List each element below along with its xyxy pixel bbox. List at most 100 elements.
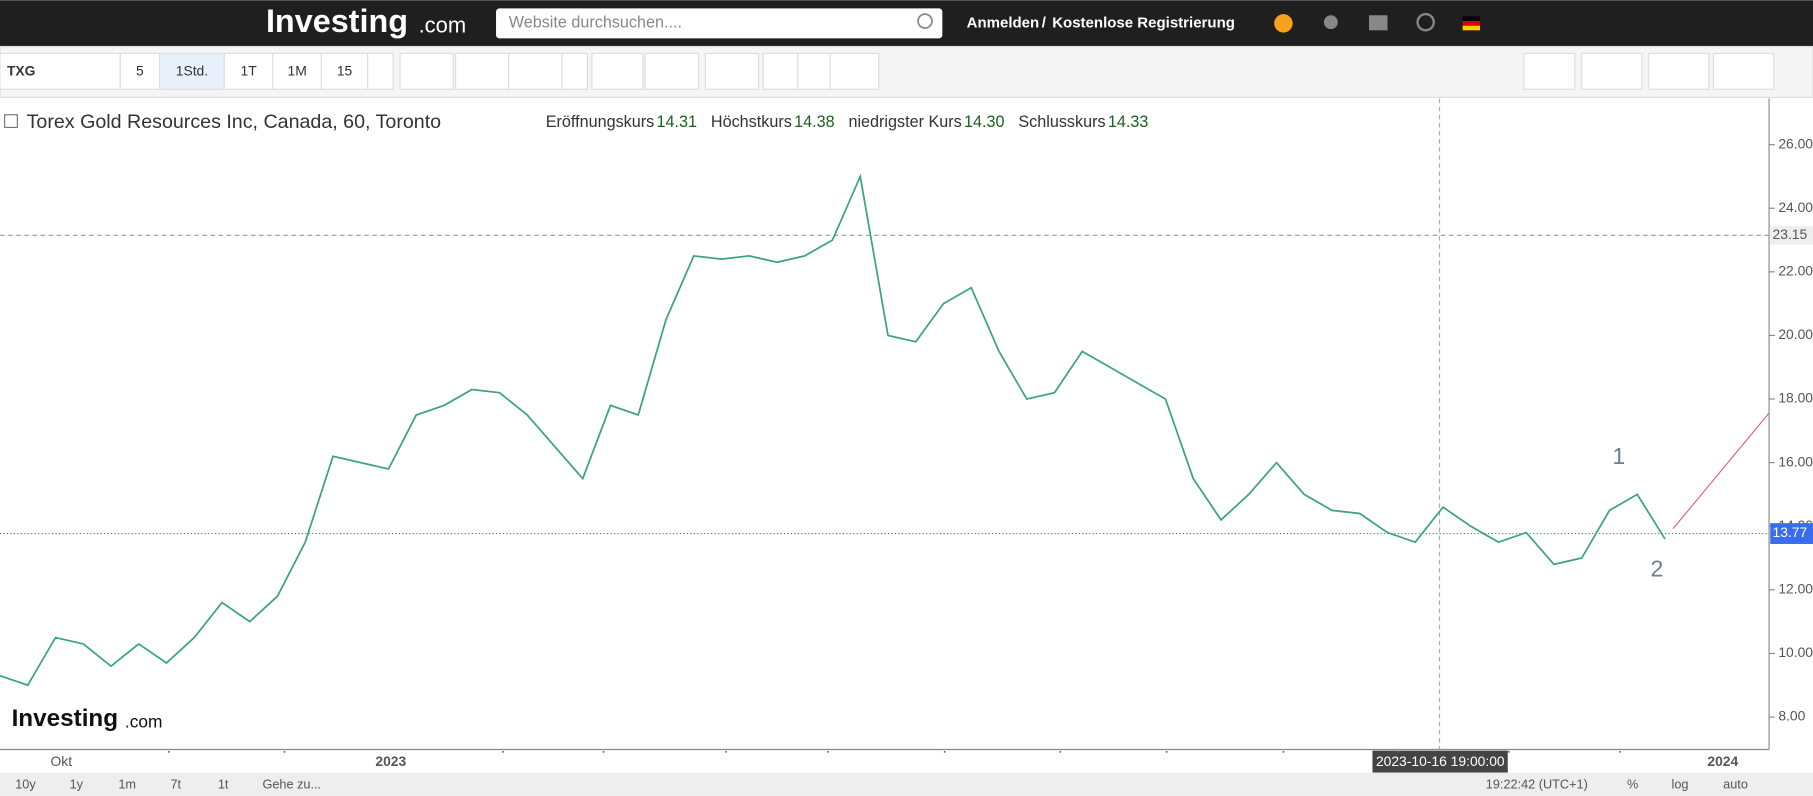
x-tick-dot: [1507, 750, 1510, 753]
percent-toggle[interactable]: %: [1627, 777, 1638, 792]
download-button[interactable]: [1648, 52, 1710, 90]
clock-icon[interactable]: [1416, 12, 1435, 32]
search-placeholder: Website durchsuchen....: [509, 14, 682, 32]
portfolio-icon[interactable]: [1369, 15, 1388, 31]
interval-label: 1Std.: [176, 63, 208, 79]
x-tick-dot: [1618, 750, 1621, 753]
log-toggle[interactable]: log: [1672, 777, 1689, 792]
register-link[interactable]: Kostenlose Registrierung: [1052, 14, 1235, 31]
ohlc-value: 14.33: [1108, 113, 1148, 131]
tool-button[interactable]: [644, 52, 699, 90]
flag-icon: [1462, 25, 1480, 31]
logo[interactable]: Investing: [266, 3, 408, 39]
x-tick-dot: [725, 750, 728, 753]
screenshot-button[interactable]: [1523, 52, 1576, 90]
crosshair-price: 23.15: [1773, 226, 1808, 242]
interval-label: 5: [136, 63, 144, 79]
range-button[interactable]: 7t: [170, 777, 181, 792]
range-button[interactable]: 1m: [118, 777, 136, 792]
x-tick-dot: [1282, 750, 1285, 753]
x-tick-label: 2023: [375, 753, 406, 769]
clock: 19:22:42 (UTC+1): [1486, 777, 1588, 792]
crosshair-price-box: [1770, 226, 1813, 245]
annotation: 1: [1612, 443, 1625, 469]
trend-line: [1672, 412, 1770, 530]
separator: /: [1042, 14, 1047, 31]
range-button[interactable]: 1y: [70, 777, 84, 792]
range-button[interactable]: 1t: [218, 777, 229, 792]
flag-icon[interactable]: [1462, 16, 1480, 22]
x-tick-dot: [602, 750, 605, 753]
y-tick-label: 8.00: [1778, 708, 1805, 724]
ohlc-label: Höchstkurs: [711, 113, 792, 131]
tool-button[interactable]: [367, 52, 394, 90]
ohlc-value: 14.38: [794, 113, 834, 131]
x-tick-label: 2024: [1707, 753, 1738, 769]
y-tick-label: 24.00: [1778, 199, 1813, 215]
interval-label: 1T: [241, 63, 258, 79]
x-tick-dot: [283, 750, 286, 753]
x-tick-dot: [943, 750, 946, 753]
interval-button[interactable]: [320, 52, 369, 90]
ohlc-label: Schlusskurs: [1018, 113, 1105, 131]
watermark: Investing: [12, 705, 119, 732]
y-tick-label: 16.00: [1778, 453, 1813, 469]
tool-button[interactable]: [508, 52, 563, 90]
chart-title: Torex Gold Resources Inc, Canada, 60, To…: [27, 111, 442, 133]
tool-button[interactable]: [797, 52, 834, 90]
color-button[interactable]: [1581, 52, 1643, 90]
tool-button[interactable]: [704, 52, 760, 90]
annotation: 2: [1650, 555, 1663, 581]
tool-button[interactable]: [561, 52, 588, 90]
x-tick-dot: [1059, 750, 1062, 753]
symbol: TXG: [7, 63, 36, 79]
watermark-suffix: .com: [125, 711, 163, 731]
tool-button[interactable]: [399, 52, 454, 90]
price-label: 13.77: [1773, 524, 1808, 540]
x-tick-dot: [826, 750, 829, 753]
x-tick-label: Okt: [51, 753, 73, 769]
ohlc-label: niedrigster Kurs: [848, 113, 961, 131]
tool-button[interactable]: [591, 52, 644, 90]
range-button[interactable]: 10y: [15, 777, 36, 792]
price-box: [1770, 523, 1813, 544]
interval-button[interactable]: [272, 52, 323, 90]
interval-label: 15: [337, 63, 353, 79]
interval-button[interactable]: [119, 52, 161, 90]
crosshair-time: 2023-10-16 19:00:00: [1376, 753, 1505, 769]
symbol-input[interactable]: [0, 52, 121, 90]
x-tick-dot: [1396, 750, 1399, 753]
x-tick-dot: [502, 750, 504, 753]
search-box[interactable]: [496, 8, 943, 39]
price-line-series: [0, 173, 1666, 687]
flag-icon: [1462, 21, 1480, 26]
collapse-icon[interactable]: [4, 114, 18, 129]
interval-button[interactable]: [223, 52, 274, 90]
ohlc-value: 14.31: [657, 113, 697, 131]
y-tick-label: 12.00: [1778, 581, 1813, 597]
ohlc-value: 14.30: [964, 113, 1004, 131]
ohlc-label: Eröffnungskurs: [546, 113, 654, 131]
y-tick-label: 18.00: [1778, 390, 1813, 406]
bell-icon[interactable]: [1323, 15, 1338, 30]
x-tick-dot: [167, 750, 170, 753]
y-tick-label: 26.00: [1778, 135, 1813, 151]
tool-button[interactable]: [454, 52, 510, 90]
y-tick-label: 20.00: [1778, 326, 1813, 342]
bottom-bar: [0, 772, 1813, 796]
y-tick-label: 22.00: [1778, 263, 1813, 279]
x-tick-dot: [1165, 750, 1168, 753]
auto-toggle[interactable]: auto: [1723, 777, 1748, 792]
y-tick-label: 10.00: [1778, 644, 1813, 660]
login-link[interactable]: Anmelden: [967, 14, 1040, 31]
crosshair-time-box: [1372, 750, 1508, 773]
goto-button[interactable]: Gehe zu...: [262, 777, 321, 792]
tool-button[interactable]: [762, 52, 799, 90]
tool-button[interactable]: [829, 52, 880, 90]
search-icon: [917, 13, 933, 29]
upload-button[interactable]: [1712, 52, 1775, 90]
interval-label: 1M: [288, 63, 307, 79]
pro-icon[interactable]: [1274, 14, 1293, 33]
